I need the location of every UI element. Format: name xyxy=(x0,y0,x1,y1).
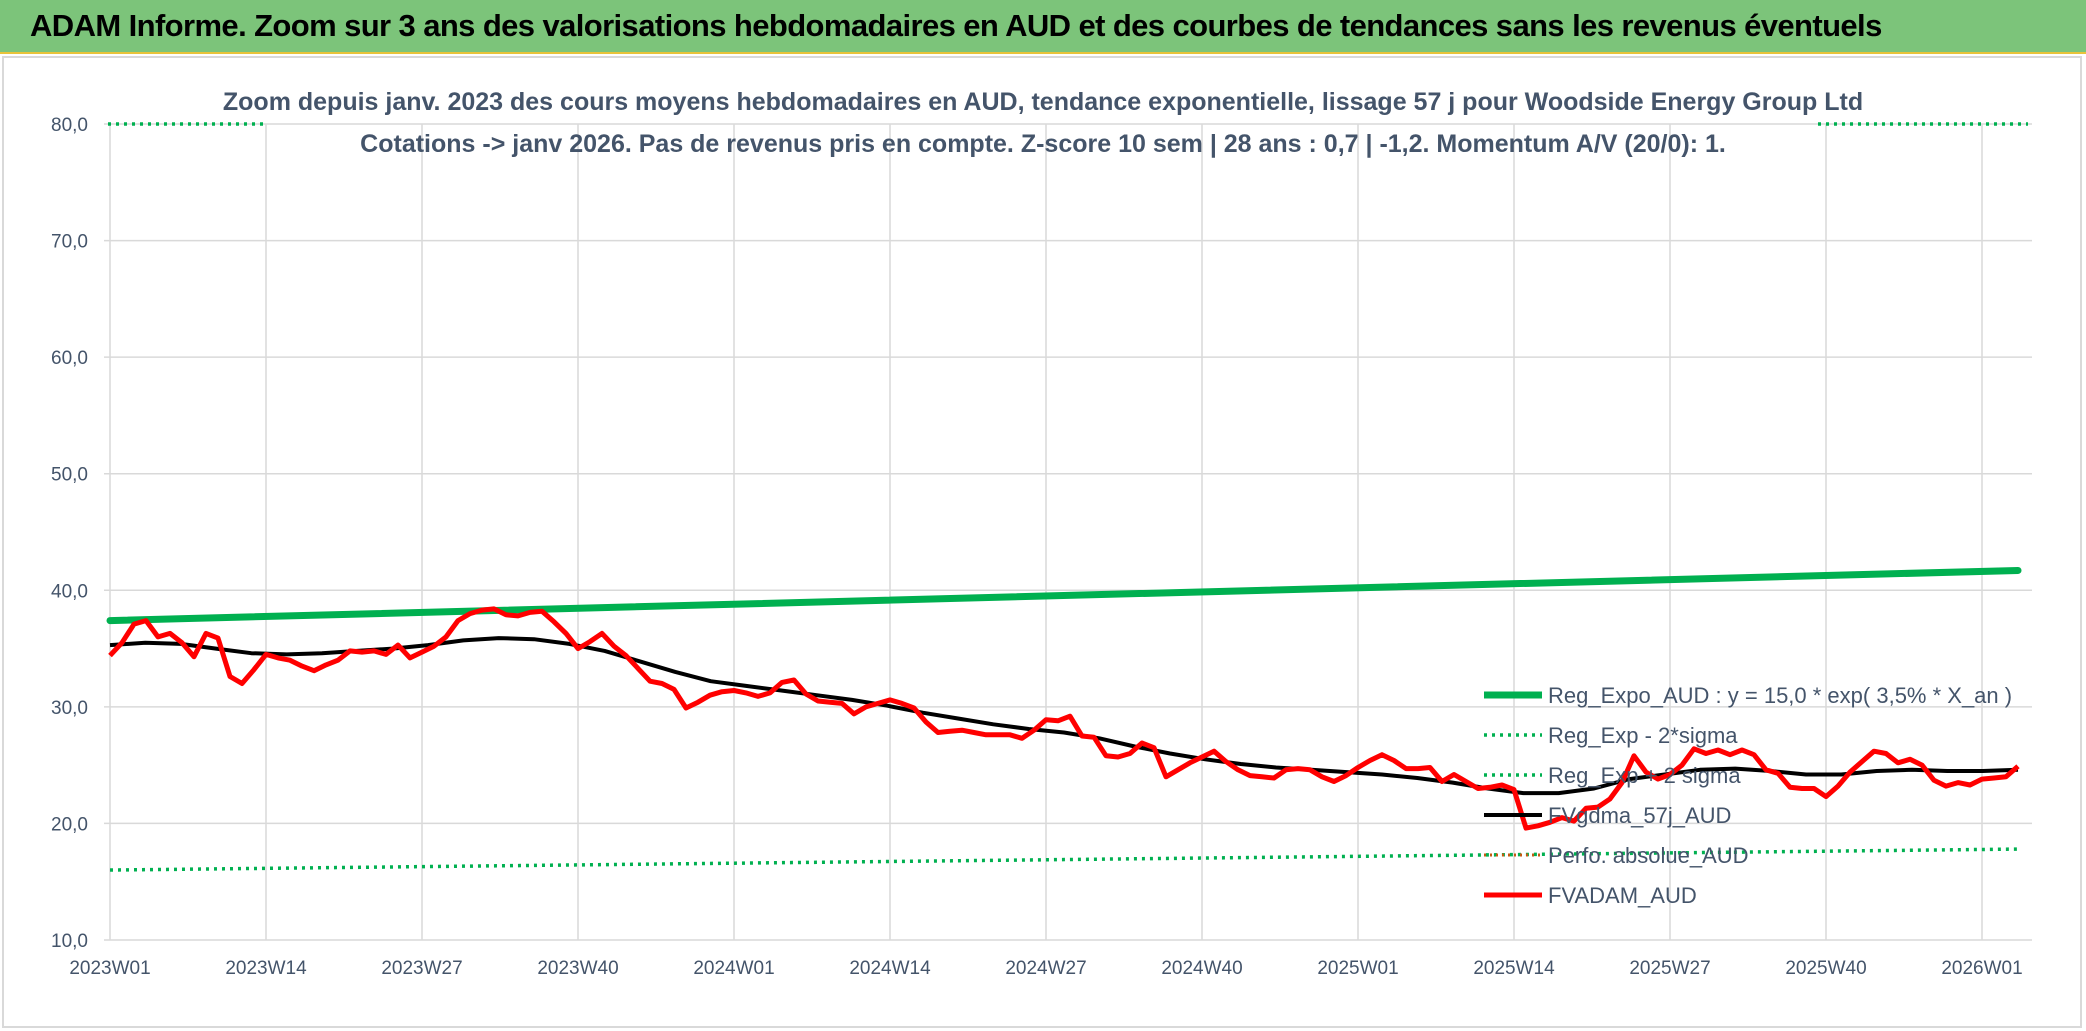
y-tick-label: 60,0 xyxy=(51,348,88,369)
x-tick-label: 2024W01 xyxy=(693,958,774,979)
x-tick-label: 2023W01 xyxy=(69,958,150,979)
legend-label: FVgdma_57j_AUD xyxy=(1548,803,1731,828)
y-tick-label: 10,0 xyxy=(51,931,88,952)
x-tick-label: 2023W14 xyxy=(225,958,307,979)
chart-series xyxy=(106,122,2028,872)
chart-title-line1: Zoom depuis janv. 2023 des cours moyens … xyxy=(223,88,1863,116)
y-tick-label: 50,0 xyxy=(51,465,88,486)
report-title: ADAM Informe. Zoom sur 3 ans des valoris… xyxy=(30,8,1882,43)
y-axis-ticks: 10,0 20,0 30,0 40,0 50,0 60,0 70,0 80,0 xyxy=(51,115,88,952)
x-tick-label: 2025W01 xyxy=(1317,958,1398,979)
y-tick-label: 30,0 xyxy=(51,698,88,719)
x-tick-label: 2025W14 xyxy=(1473,958,1555,979)
x-axis-ticks: 2023W01 2023W14 2023W27 2023W40 2024W01 2024W… xyxy=(69,958,2022,979)
series-fvgdma-57j xyxy=(109,636,2019,796)
x-tick-label: 2025W27 xyxy=(1629,958,1710,979)
report-banner: ADAM Informe. Zoom sur 3 ans des valoris… xyxy=(0,0,2086,54)
x-tick-label: 2026W01 xyxy=(1941,958,2022,979)
x-tick-label: 2025W40 xyxy=(1785,958,1866,979)
x-tick-label: 2024W40 xyxy=(1161,958,1242,979)
x-tick-label: 2024W14 xyxy=(849,958,931,979)
series-reg-exp-minus-2sigma xyxy=(109,847,2019,872)
legend-label: FVADAM_AUD xyxy=(1548,883,1697,908)
y-tick-label: 20,0 xyxy=(51,814,88,835)
legend-label: Reg_Exp + 2 sigma xyxy=(1548,763,1741,788)
x-tick-label: 2023W27 xyxy=(381,958,462,979)
x-tick-label: 2023W40 xyxy=(537,958,618,979)
legend-label: Reg_Exp - 2*sigma xyxy=(1548,723,1738,748)
y-tick-label: 40,0 xyxy=(51,581,88,602)
series-fvadam xyxy=(108,606,2020,831)
chart-title-line2: Cotations -> janv 2026. Pas de revenus p… xyxy=(360,130,1726,158)
chart-grid xyxy=(104,123,2032,941)
y-tick-label: 80,0 xyxy=(51,115,88,136)
series-reg-expo xyxy=(106,566,2022,625)
x-tick-label: 2024W27 xyxy=(1005,958,1086,979)
legend-label: Perfo. absolue_AUD xyxy=(1548,843,1749,868)
y-tick-label: 70,0 xyxy=(51,232,88,253)
legend-label: Reg_Expo_AUD : y = 15,0 * exp( 3,5% * X_… xyxy=(1548,683,2012,708)
chart-frame xyxy=(2,56,2082,1028)
chart-legend: Reg_Expo_AUD : y = 15,0 * exp( 3,5% * X_… xyxy=(1484,683,2012,908)
